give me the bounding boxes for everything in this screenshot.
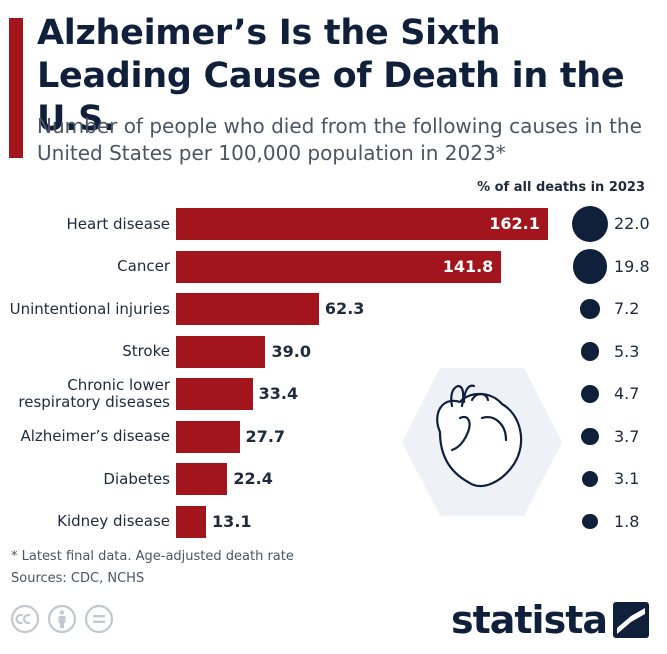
bar-value-label: 39.0 (271, 341, 311, 361)
bar (176, 420, 240, 453)
percent-column-header: % of all deaths in 2023 (477, 180, 645, 195)
footnote-note: * Latest final data. Age-adjusted death … (11, 549, 294, 564)
brand-name: statista (450, 598, 608, 642)
attribution-icon (47, 604, 77, 634)
bar-value-label: 62.3 (324, 299, 365, 318)
category-label: Stroke (122, 342, 170, 360)
bar (176, 250, 502, 283)
percent-dot (581, 470, 599, 488)
percent-dot (581, 385, 599, 403)
percent-value-label: 1.8 (614, 511, 640, 531)
bar-value-label: 27.7 (245, 426, 286, 446)
chart-row: Stroke 39.0 5.3 (0, 335, 667, 368)
heart-icon (402, 368, 562, 516)
bar-value-label: 33.4 (258, 384, 299, 403)
category-label: Unintentional injuries (9, 299, 170, 318)
cc-icon (10, 604, 40, 634)
percent-dot (572, 249, 608, 284)
percent-value-label: 7.2 (614, 299, 640, 318)
footnote: * Latest final data. Age-adjusted death … (11, 546, 294, 590)
percent-value-label: 3.1 (614, 469, 640, 488)
percent-value-label: 19.8 (614, 256, 650, 276)
bar-value-label: 13.1 (212, 511, 252, 531)
category-label: Diabetes (103, 469, 170, 488)
percent-dot (580, 342, 600, 361)
category-label: Alzheimer’s disease (20, 427, 170, 445)
percent-value-label: 3.7 (614, 426, 640, 446)
percent-dot (572, 206, 608, 242)
chart-subtitle: Number of people who died from the follo… (37, 114, 642, 165)
category-label: Heart disease (66, 214, 170, 233)
percent-dot (582, 513, 598, 530)
category-label: Kidney disease (57, 512, 170, 530)
bar-value-label: 162.1 (489, 214, 540, 233)
bar-value-label: 141.8 (442, 256, 494, 276)
bar (176, 463, 228, 495)
percent-value-label: 22.0 (614, 214, 650, 233)
chart-row: Heart disease 162.1 22.0 (0, 206, 667, 242)
chart-row: Alzheimer’s disease 27.7 3.7 (0, 420, 667, 453)
bar (176, 335, 266, 368)
bar (176, 505, 207, 538)
percent-value-label: 4.7 (614, 384, 640, 403)
license-icons (10, 604, 114, 634)
percent-dot (581, 427, 599, 446)
chart-row: Diabetes 22.4 3.1 (0, 463, 667, 495)
percent-dot (580, 299, 600, 319)
bar (176, 208, 548, 240)
footnote-sources: Sources: CDC, NCHS (11, 571, 145, 586)
category-label: Chronic lower respiratory diseases (18, 376, 170, 411)
chart-title: Alzheimer’s Is the Sixth Leading Cause o… (37, 13, 625, 139)
bar-value-label: 22.4 (233, 469, 273, 488)
no-derivatives-icon (84, 604, 114, 634)
title-accent-bar (9, 18, 23, 158)
chart-row: Kidney disease 13.1 1.8 (0, 505, 667, 538)
bar (176, 378, 253, 410)
category-label: Cancer (117, 257, 170, 275)
chart-row: Chronic lower respiratory diseases 33.4 4.… (0, 376, 667, 411)
percent-value-label: 5.3 (614, 341, 640, 361)
brand: statista (451, 598, 649, 642)
chart-row: Cancer 141.8 19.8 (0, 249, 667, 284)
statista-logo-icon (613, 602, 649, 638)
bar (176, 293, 319, 325)
chart-row: Unintentional injuries 62.3 7.2 (0, 293, 667, 325)
